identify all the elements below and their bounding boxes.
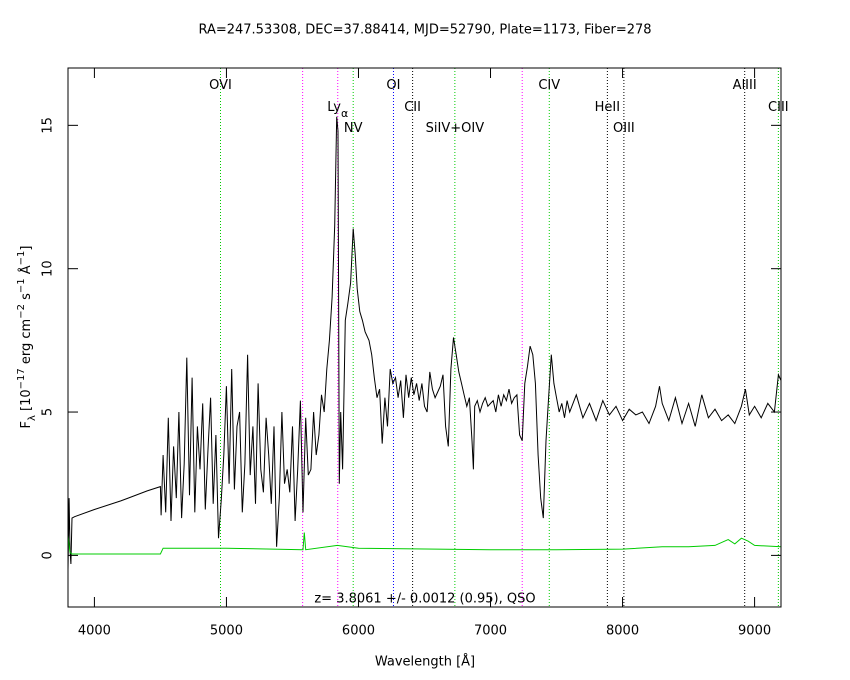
annotation: z= 3.8061 +/- 0.0012 (0.95), QSO: [314, 592, 535, 607]
y-label-part: −1: [16, 251, 27, 266]
line-label: NV: [344, 121, 363, 136]
y-label-part: [10: [19, 389, 34, 415]
line-label-text: AlIII: [733, 78, 757, 93]
y-axis-label: Fλ [10−17 erg cm−2 s−1 Å−1]: [16, 246, 38, 429]
line-label-text: NV: [344, 121, 363, 136]
y-label-part: −1: [16, 278, 27, 293]
line-label-text: Ly: [327, 100, 341, 115]
x-tick-label: 5000: [210, 624, 243, 639]
line-label-text: CIV: [538, 78, 560, 93]
y-tick-label: 0: [41, 551, 56, 559]
line-label: OI: [386, 78, 400, 93]
line-label-text: OVI: [209, 78, 232, 93]
plot-frame: [67, 67, 782, 608]
y-label-part: s: [19, 293, 34, 304]
y-label-part: −2: [16, 304, 27, 319]
x-tick-label: 4000: [78, 624, 111, 639]
y-label-part: Å: [18, 265, 34, 278]
y-tick-label: 5: [41, 408, 56, 416]
spectrum-line: [67, 116, 782, 570]
y-label-part: ]: [19, 246, 34, 251]
x-axis-label: Wavelength [Å]: [375, 654, 475, 670]
x-tick-label: 9000: [738, 624, 771, 639]
line-label: CIV: [538, 78, 560, 93]
line-label: CIII: [768, 100, 789, 115]
spectrum-line: [67, 532, 782, 555]
line-label: HeII: [595, 100, 620, 115]
x-tick-label: 6000: [342, 624, 375, 639]
x-tick-label: 7000: [474, 624, 507, 639]
line-label: OVI: [209, 78, 232, 93]
x-tick-label: 8000: [606, 624, 639, 639]
y-tick-label: 10: [41, 260, 56, 277]
line-label: Lyα: [327, 100, 348, 120]
line-label: OIII: [613, 121, 635, 136]
line-label: CII: [404, 100, 421, 115]
line-label-text: OI: [386, 78, 400, 93]
line-label-text: SiIV+OIV: [426, 121, 485, 136]
line-label-text: OIII: [613, 121, 635, 136]
line-label-text: CIII: [768, 100, 789, 115]
line-label-text: HeII: [595, 100, 620, 115]
y-label-part: −17: [16, 368, 27, 389]
y-label-part: λ: [27, 415, 38, 421]
y-label-part: erg cm: [19, 319, 34, 368]
line-label: SiIV+OIV: [426, 121, 485, 136]
line-label: AlIII: [733, 78, 757, 93]
y-label-part: F: [19, 421, 34, 428]
y-tick-label: 15: [41, 117, 56, 134]
chart-title: RA=247.53308, DEC=37.88414, MJD=52790, P…: [198, 23, 651, 38]
line-label-text: CII: [404, 100, 421, 115]
line-label-sub: α: [341, 107, 348, 120]
